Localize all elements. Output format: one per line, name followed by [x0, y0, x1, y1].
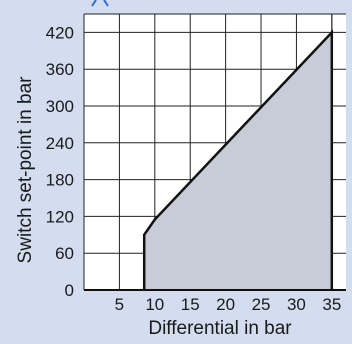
y-axis-label: Switch set-point in bar — [15, 76, 36, 264]
x-tick-label: 30 — [287, 295, 306, 314]
top-decoration — [91, 0, 109, 7]
x-tick-label: 10 — [145, 295, 164, 314]
series-line — [142, 29, 334, 290]
y-tick-label: 240 — [46, 134, 74, 153]
x-tick-label: 25 — [252, 295, 271, 314]
x-tick-label: 35 — [322, 295, 341, 314]
x-tick-label: 15 — [181, 295, 200, 314]
x-tick-label: 20 — [216, 295, 235, 314]
y-tick-labels: 0 60 120 180 240 300 360 420 — [46, 23, 74, 300]
y-tick-label: 60 — [55, 244, 74, 263]
x-tick-label: 5 — [115, 295, 124, 314]
y-tick-label: 300 — [46, 97, 74, 116]
series-area — [144, 32, 332, 291]
y-tick-label: 360 — [46, 60, 74, 79]
y-tick-label: 180 — [46, 171, 74, 190]
y-tick-label: 120 — [46, 207, 74, 226]
x-axis-label: Differential in bar — [148, 318, 292, 339]
y-tick-label: 0 — [65, 281, 74, 300]
y-tick-label: 420 — [46, 23, 74, 42]
x-tick-labels: 5 10 15 20 25 30 35 — [115, 295, 342, 314]
